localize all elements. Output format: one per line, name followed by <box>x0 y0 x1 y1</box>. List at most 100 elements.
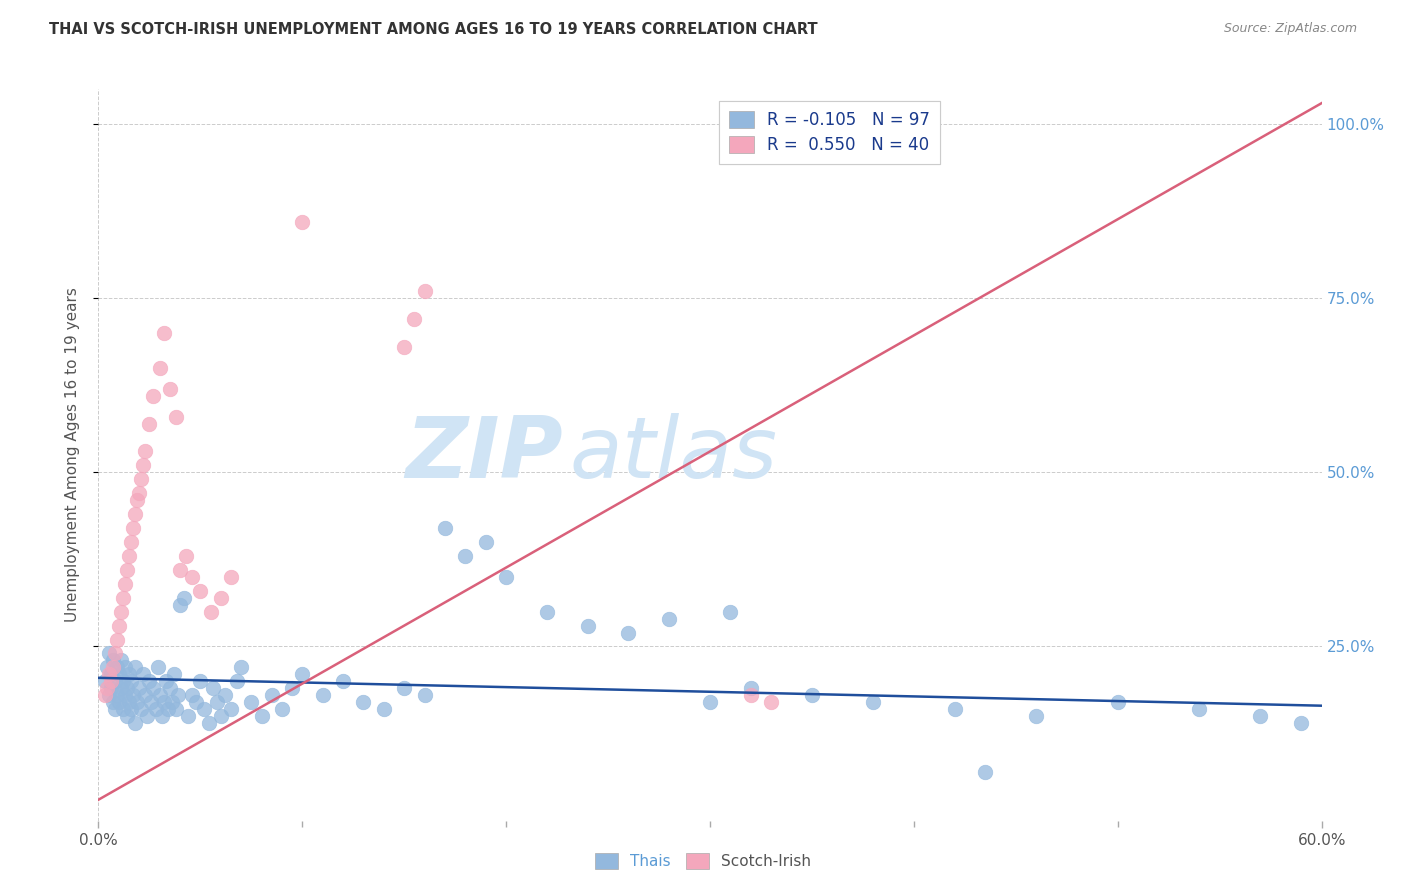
Point <box>108 667 131 681</box>
Point <box>104 702 127 716</box>
Point <box>142 681 165 696</box>
Point <box>114 576 136 591</box>
Point <box>120 702 142 716</box>
Point <box>617 625 640 640</box>
Point <box>93 674 115 689</box>
Legend: Thais, Scotch-Irish: Thais, Scotch-Irish <box>589 847 817 875</box>
Point <box>128 681 150 696</box>
Point <box>173 591 195 605</box>
Point <box>156 702 179 716</box>
Point <box>104 674 127 689</box>
Point <box>124 660 146 674</box>
Point <box>291 214 314 228</box>
Point <box>761 695 783 709</box>
Point <box>209 709 232 723</box>
Point <box>134 688 156 702</box>
Point <box>474 535 498 549</box>
Point <box>169 563 191 577</box>
Point <box>181 570 204 584</box>
Point <box>740 688 762 702</box>
Point <box>862 695 884 709</box>
Point <box>111 674 134 689</box>
Point <box>201 681 224 696</box>
Point <box>231 660 253 674</box>
Point <box>122 688 145 702</box>
Point <box>101 695 124 709</box>
Point <box>97 688 120 702</box>
Point <box>352 695 374 709</box>
Point <box>118 695 141 709</box>
Point <box>150 709 173 723</box>
Point <box>122 521 145 535</box>
Point <box>740 681 762 696</box>
Point <box>100 674 122 689</box>
Point <box>974 764 997 779</box>
Point <box>214 688 236 702</box>
Point <box>159 681 181 696</box>
Point <box>1025 709 1047 723</box>
Point <box>1291 716 1313 731</box>
Point <box>100 667 122 681</box>
Point <box>174 549 197 563</box>
Point <box>270 702 294 716</box>
Point <box>188 583 212 598</box>
Text: THAI VS SCOTCH-IRISH UNEMPLOYMENT AMONG AGES 16 TO 19 YEARS CORRELATION CHART: THAI VS SCOTCH-IRISH UNEMPLOYMENT AMONG … <box>49 22 818 37</box>
Point <box>219 570 242 584</box>
Point <box>152 326 174 340</box>
Point <box>129 702 152 716</box>
Point <box>1188 702 1211 716</box>
Point <box>105 660 128 674</box>
Point <box>291 667 314 681</box>
Point <box>699 695 721 709</box>
Point <box>454 549 477 563</box>
Point <box>155 674 177 689</box>
Text: ZIP: ZIP <box>405 413 564 497</box>
Point <box>134 444 156 458</box>
Point <box>110 681 132 696</box>
Point <box>96 660 118 674</box>
Point <box>536 605 558 619</box>
Point <box>200 605 222 619</box>
Point <box>104 647 127 661</box>
Point <box>111 702 134 716</box>
Point <box>332 674 354 689</box>
Point <box>193 702 215 716</box>
Point <box>114 660 136 674</box>
Point <box>132 458 155 473</box>
Point <box>128 486 150 500</box>
Point <box>120 674 142 689</box>
Point <box>434 521 457 535</box>
Point <box>108 618 131 632</box>
Point <box>1107 695 1129 709</box>
Point <box>149 688 172 702</box>
Point <box>495 570 517 584</box>
Point <box>138 417 160 431</box>
Point <box>93 688 115 702</box>
Point <box>118 549 141 563</box>
Point <box>114 688 136 702</box>
Point <box>186 695 208 709</box>
Point <box>943 702 966 716</box>
Point <box>720 605 742 619</box>
Point <box>209 591 232 605</box>
Point <box>149 360 172 375</box>
Point <box>404 312 426 326</box>
Point <box>97 667 120 681</box>
Point <box>801 688 824 702</box>
Point <box>281 681 304 696</box>
Point <box>110 653 132 667</box>
Point <box>132 667 155 681</box>
Point <box>120 535 142 549</box>
Point <box>115 563 138 577</box>
Legend: R = -0.105   N = 97, R =  0.550   N = 40: R = -0.105 N = 97, R = 0.550 N = 40 <box>718 101 941 164</box>
Point <box>576 618 599 632</box>
Point <box>658 612 681 626</box>
Point <box>165 702 187 716</box>
Point <box>124 507 146 521</box>
Point <box>226 674 249 689</box>
Point <box>392 340 416 354</box>
Point <box>260 688 283 702</box>
Point <box>108 695 131 709</box>
Text: atlas: atlas <box>569 413 778 497</box>
Point <box>167 688 190 702</box>
